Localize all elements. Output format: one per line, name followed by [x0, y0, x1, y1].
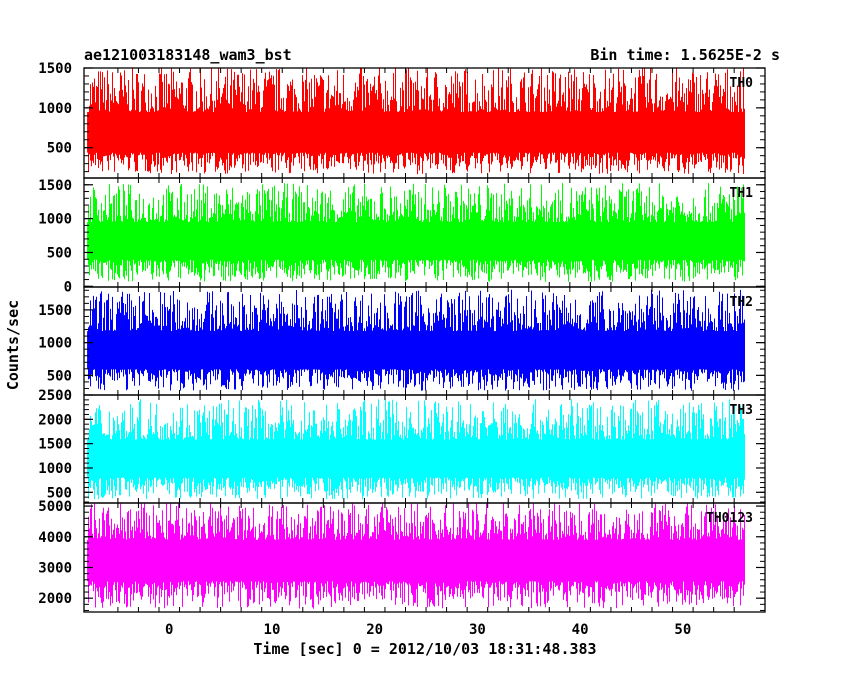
panels-group: 500 1000 1500 TH0 0 500 1000 1500 TH1 500 1000 1500… — [38, 61, 766, 613]
panel-label-th1: TH1 — [730, 186, 754, 201]
y-tick-label: 500 — [47, 141, 72, 157]
chart-title: ae121003183148_wam3_bst — [84, 46, 292, 64]
y-tick-label: 1000 — [38, 461, 72, 477]
y-tick-label: 1000 — [38, 101, 72, 117]
y-tick-label: 5000 — [38, 499, 72, 515]
panel-th2: 500 1000 1500 TH2 — [38, 286, 766, 396]
panel-th3: 500 1000 1500 2000 2500 TH3 — [38, 388, 766, 504]
x-tick-label: 30 — [469, 622, 486, 638]
y-tick-label: 2000 — [38, 591, 72, 607]
chart-subtitle: Bin time: 1.5625E-2 s — [590, 46, 780, 64]
panel-th0: 500 1000 1500 TH0 — [38, 61, 766, 179]
y-tick-label: 1500 — [38, 178, 72, 194]
series-line-th3 — [88, 399, 745, 500]
y-tick-label: 1500 — [38, 303, 72, 319]
series-line-th0123 — [88, 503, 745, 609]
series-line-th1 — [88, 183, 745, 282]
x-tick-label: 20 — [366, 622, 383, 638]
series-line-th0 — [88, 68, 745, 175]
x-axis: 0 10 20 30 40 50 — [165, 622, 691, 638]
y-tick-label: 4000 — [38, 530, 72, 546]
panel-th1: 0 500 1000 1500 TH1 — [38, 177, 766, 295]
y-tick-label: 2000 — [38, 412, 72, 428]
panel-frame — [83, 502, 766, 613]
panel-label-th2: TH2 — [730, 295, 753, 310]
x-tick-label: 40 — [572, 622, 589, 638]
y-tick-label: 1500 — [38, 61, 72, 77]
panel-th0123: 2000 3000 4000 5000 TH0123 — [38, 499, 766, 613]
y-tick-label: 0 — [64, 279, 72, 295]
series-line-th2 — [88, 289, 745, 391]
panel-label-th0123: TH0123 — [706, 511, 753, 526]
y-axis-label: Counts/sec — [4, 300, 22, 390]
panel-label-th0: TH0 — [730, 76, 754, 91]
x-axis-label: Time [sec] 0 = 2012/10/03 18:31:48.383 — [253, 640, 596, 658]
y-tick-label: 1000 — [38, 212, 72, 228]
y-tick-label: 2500 — [38, 388, 72, 404]
x-tick-label: 50 — [674, 622, 691, 638]
panel-label-th3: TH3 — [730, 403, 753, 418]
y-tick-label: 500 — [47, 368, 72, 384]
x-tick-label: 0 — [165, 622, 173, 638]
x-tick-label: 10 — [264, 622, 281, 638]
y-tick-label: 500 — [47, 485, 72, 501]
y-tick-label: 1500 — [38, 437, 72, 453]
y-tick-label: 3000 — [38, 560, 72, 576]
y-tick-label: 500 — [47, 245, 72, 261]
y-tick-label: 1000 — [38, 336, 72, 352]
